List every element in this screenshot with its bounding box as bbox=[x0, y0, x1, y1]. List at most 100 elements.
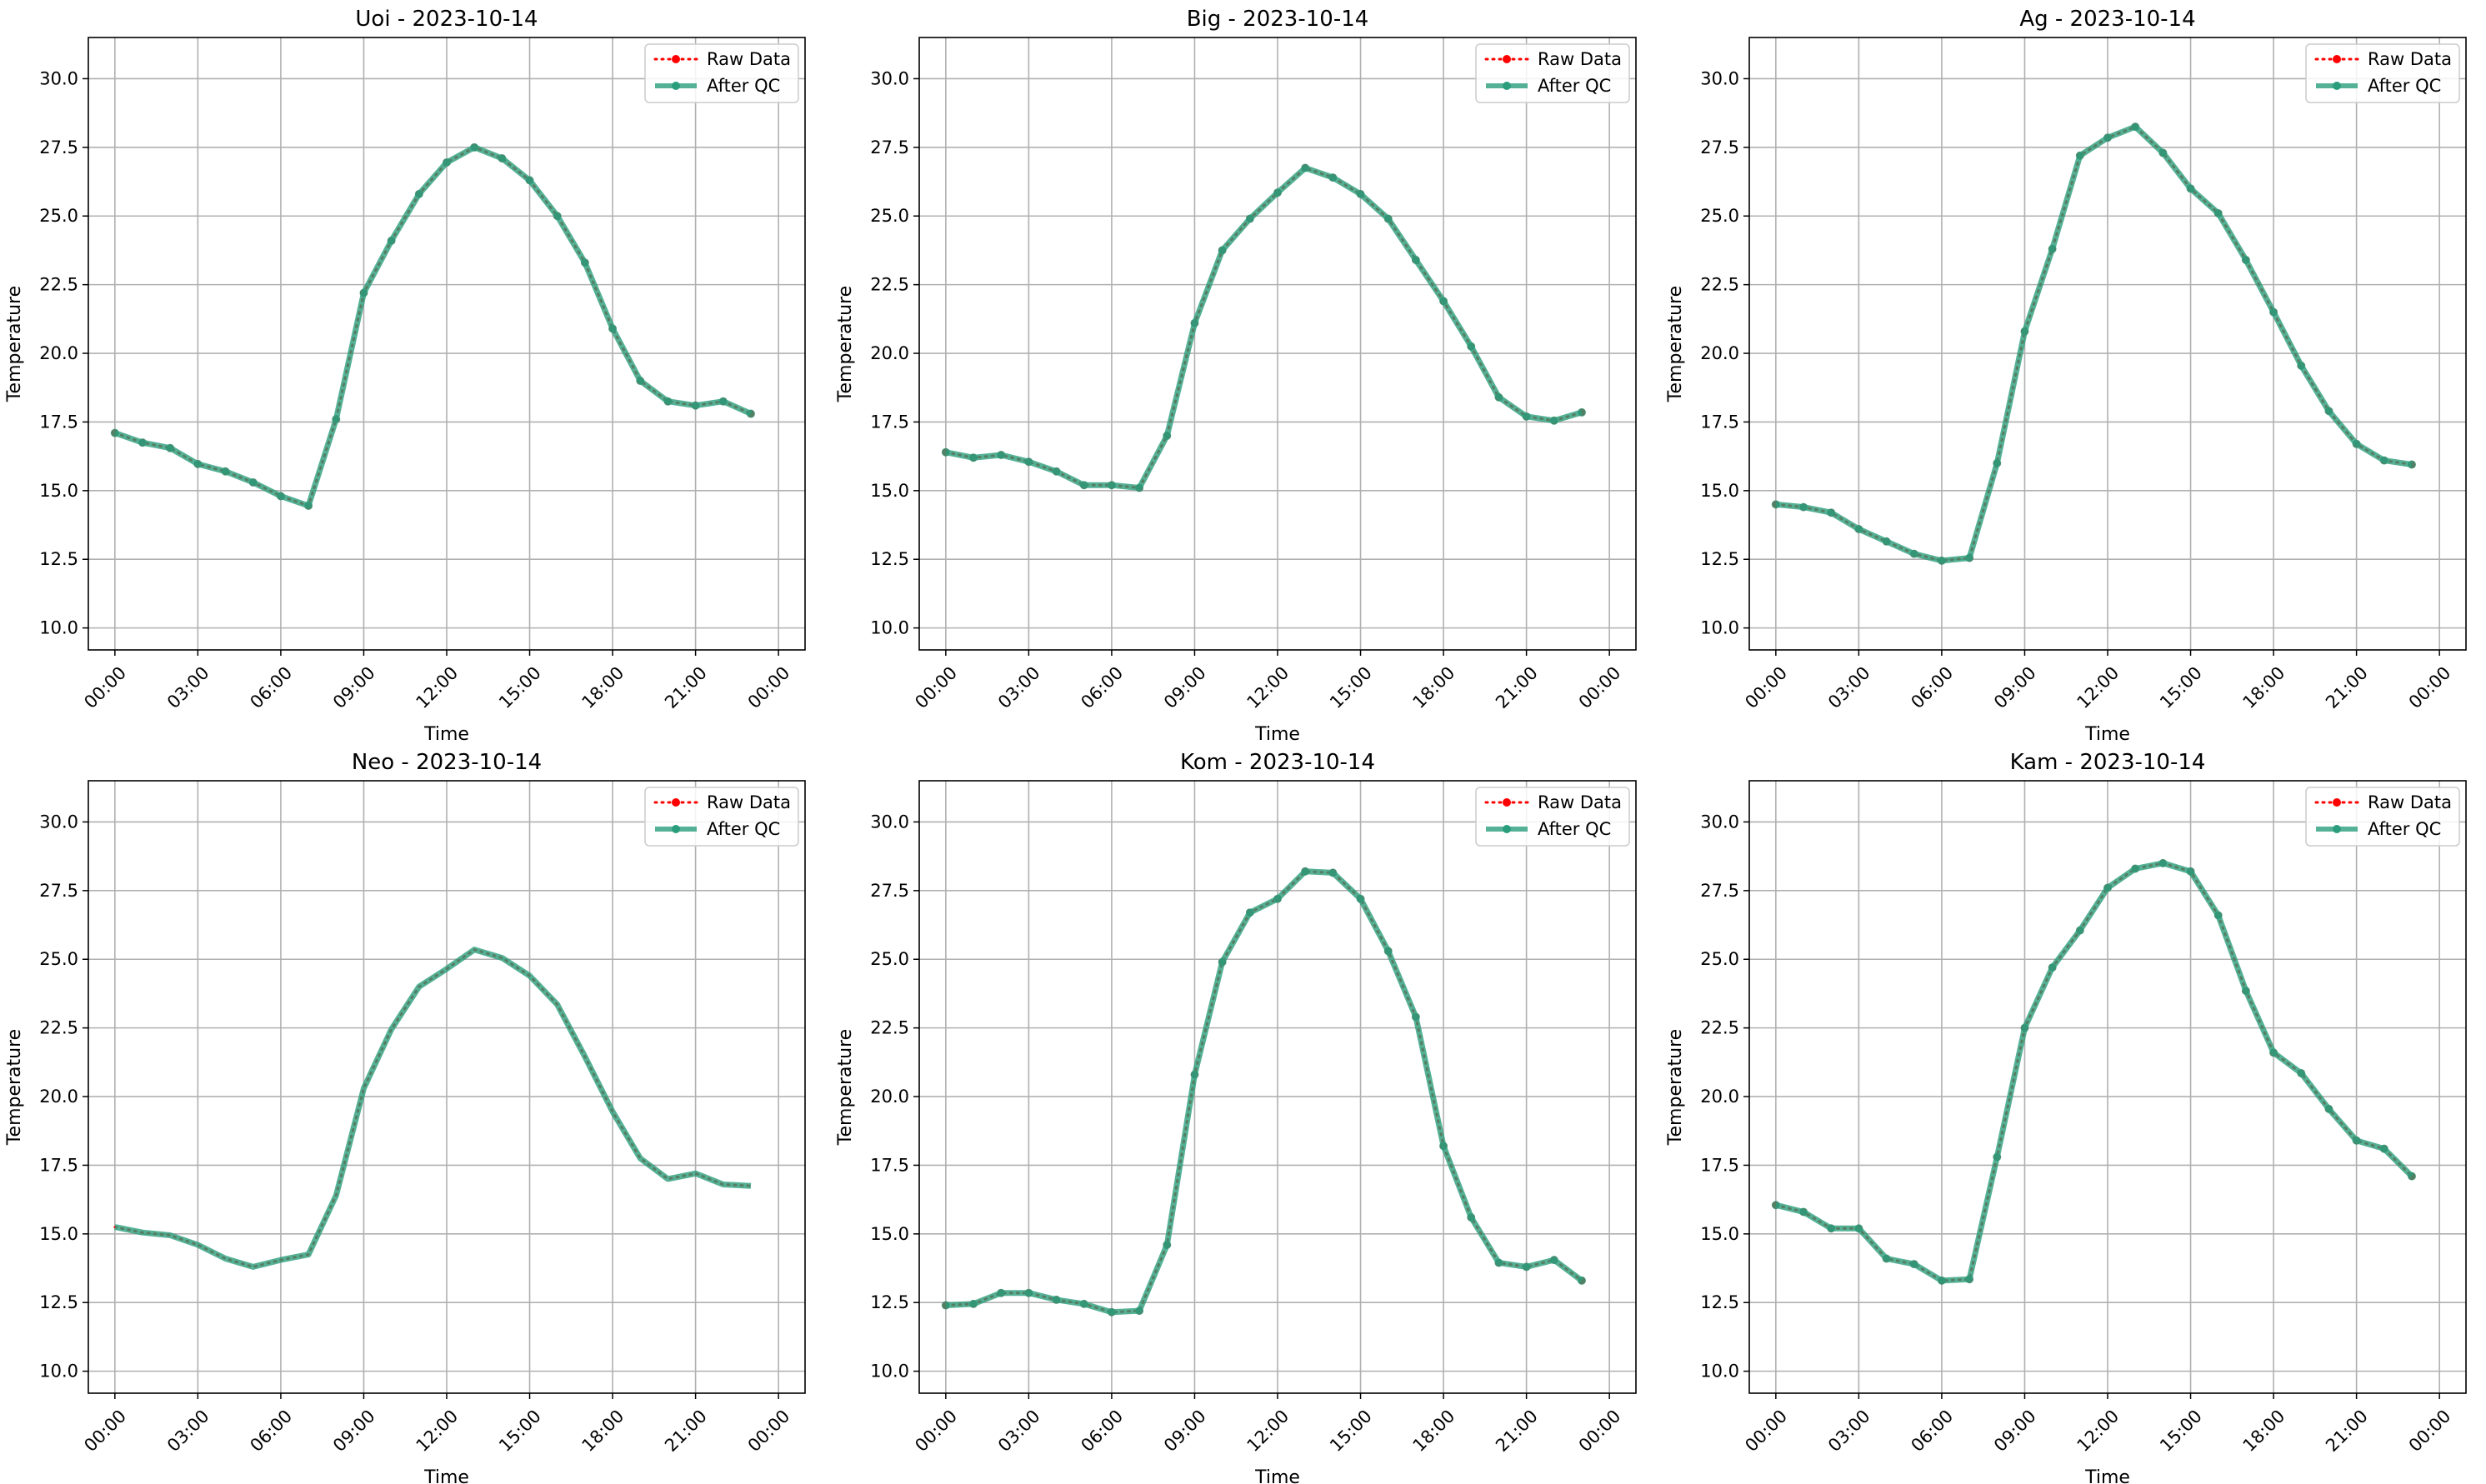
x-tick-label: 21:00 bbox=[1492, 1406, 1542, 1456]
legend-label: Raw Data bbox=[2368, 792, 2452, 812]
after-qc-point bbox=[470, 142, 479, 152]
y-tick-label: 15.0 bbox=[870, 481, 909, 501]
y-tick-label: 17.5 bbox=[870, 1155, 909, 1175]
y-tick-label: 25.0 bbox=[39, 206, 78, 226]
after-qc-point bbox=[553, 212, 562, 221]
y-tick-label: 22.5 bbox=[1700, 275, 1739, 295]
after-qc-point bbox=[1107, 481, 1116, 490]
y-tick-label: 22.5 bbox=[1700, 1018, 1739, 1038]
y-tick-label: 27.5 bbox=[39, 881, 78, 901]
subplot-3: 00:00 03:00 06:00 09:00 12:00 15:00 18:00 21:00… bbox=[1665, 7, 2467, 745]
after-qc-point bbox=[1079, 481, 1088, 490]
legend: Raw Data After QC bbox=[2305, 787, 2460, 847]
legend-label: After QC bbox=[1538, 76, 1611, 96]
legend-label: Raw Data bbox=[2368, 49, 2452, 69]
after-qc-point bbox=[1190, 1070, 1199, 1079]
x-tick-label: 00:00 bbox=[744, 1406, 794, 1456]
legend-marker bbox=[672, 82, 680, 90]
y-tick-label: 25.0 bbox=[870, 206, 909, 226]
axes-frame bbox=[88, 780, 806, 1394]
after-qc-point bbox=[2379, 456, 2388, 465]
after-qc-point bbox=[414, 189, 423, 198]
after-qc-point bbox=[1301, 163, 1310, 172]
chart-title: Kam - 2023-10-14 bbox=[2010, 750, 2206, 775]
x-tick-label: 12:00 bbox=[2073, 1406, 2123, 1456]
y-tick-label: 10.0 bbox=[39, 618, 78, 638]
y-tick-label: 30.0 bbox=[39, 812, 78, 832]
after-qc-point bbox=[1771, 1201, 1780, 1210]
axes-frame bbox=[1748, 37, 2467, 651]
after-qc-point bbox=[1245, 908, 1254, 917]
x-tick-label: 00:00 bbox=[911, 662, 961, 712]
y-tick-label: 27.5 bbox=[1700, 881, 1739, 901]
after-qc-point bbox=[498, 154, 507, 163]
after-qc-point bbox=[2324, 1104, 2333, 1113]
y-tick-label: 15.0 bbox=[39, 481, 78, 501]
after-qc-point bbox=[1273, 894, 1282, 903]
legend: Raw Data After QC bbox=[2305, 43, 2460, 103]
y-tick-label: 12.5 bbox=[39, 1292, 78, 1312]
after-qc-point bbox=[718, 397, 728, 406]
x-tick-label: 06:00 bbox=[1907, 1406, 1957, 1456]
y-tick-label: 12.5 bbox=[1700, 1292, 1739, 1312]
after-qc-point bbox=[1163, 431, 1172, 440]
series-raw-data bbox=[1772, 859, 2416, 1285]
series-after-qc bbox=[941, 867, 1586, 1317]
after-qc-point bbox=[1522, 1262, 1531, 1272]
y-tick-label: 20.0 bbox=[870, 343, 909, 363]
y-axis-label: Temperature bbox=[835, 1029, 856, 1146]
after-qc-point bbox=[1328, 868, 1338, 877]
after-qc-point bbox=[2269, 1048, 2278, 1057]
x-tick-label: 09:00 bbox=[329, 1406, 379, 1456]
x-tick-label: 21:00 bbox=[2322, 662, 2372, 712]
legend: Raw Data After QC bbox=[644, 43, 799, 103]
after-qc-point bbox=[2131, 122, 2140, 132]
after-qc-point bbox=[2131, 864, 2140, 873]
after-qc-point bbox=[387, 236, 396, 245]
series-after-qc bbox=[1771, 122, 2416, 565]
after-qc-point bbox=[1135, 483, 1144, 492]
after-qc-line bbox=[1775, 860, 2414, 1284]
y-axis-label: Temperature bbox=[1665, 1029, 1686, 1146]
series-after-qc bbox=[114, 947, 752, 1270]
x-tick-label: 09:00 bbox=[329, 662, 379, 712]
y-tick-label: 25.0 bbox=[1700, 949, 1739, 969]
after-qc-point bbox=[2407, 1172, 2416, 1181]
after-qc-point bbox=[2158, 148, 2168, 157]
y-tick-label: 15.0 bbox=[39, 1224, 78, 1244]
after-qc-point bbox=[1245, 214, 1254, 223]
after-qc-point bbox=[1052, 1295, 1061, 1304]
after-qc-point bbox=[1799, 502, 1808, 512]
chart-title: Big - 2023-10-14 bbox=[1187, 7, 1369, 32]
series-after-qc bbox=[1771, 858, 2416, 1285]
x-tick-label: 21:00 bbox=[2322, 1406, 2372, 1456]
x-tick-label: 18:00 bbox=[2239, 662, 2289, 712]
x-tick-label: 00:00 bbox=[2405, 1406, 2455, 1456]
x-tick-label: 06:00 bbox=[1077, 1406, 1127, 1456]
x-tick-label: 06:00 bbox=[1907, 662, 1957, 712]
x-tick-label: 18:00 bbox=[1409, 662, 1459, 712]
after-qc-point bbox=[608, 324, 618, 333]
y-tick-label: 17.5 bbox=[870, 412, 909, 432]
y-tick-label: 22.5 bbox=[870, 1018, 909, 1038]
after-qc-point bbox=[1522, 412, 1531, 421]
after-qc-point bbox=[1993, 1152, 2002, 1162]
after-qc-point bbox=[1190, 318, 1199, 327]
after-qc-point bbox=[1549, 1256, 1558, 1265]
x-tick-label: 12:00 bbox=[2073, 662, 2123, 712]
after-qc-point bbox=[1799, 1207, 1808, 1217]
y-tick-label: 20.0 bbox=[39, 1087, 78, 1107]
x-axis-label: Time bbox=[2084, 724, 2130, 745]
after-qc-point bbox=[1439, 297, 1448, 306]
axes-frame bbox=[918, 37, 1637, 651]
x-axis-label: Time bbox=[2084, 1467, 2130, 1484]
legend-marker bbox=[672, 798, 680, 807]
x-tick-label: 00:00 bbox=[1575, 662, 1625, 712]
after-qc-point bbox=[997, 450, 1006, 459]
after-qc-point bbox=[443, 157, 451, 167]
chart-title: Uoi - 2023-10-14 bbox=[355, 7, 538, 32]
x-tick-label: 18:00 bbox=[578, 662, 628, 712]
after-qc-point bbox=[1965, 1275, 1974, 1284]
raw-data-line bbox=[113, 146, 753, 507]
x-tick-label: 00:00 bbox=[1575, 1406, 1625, 1456]
